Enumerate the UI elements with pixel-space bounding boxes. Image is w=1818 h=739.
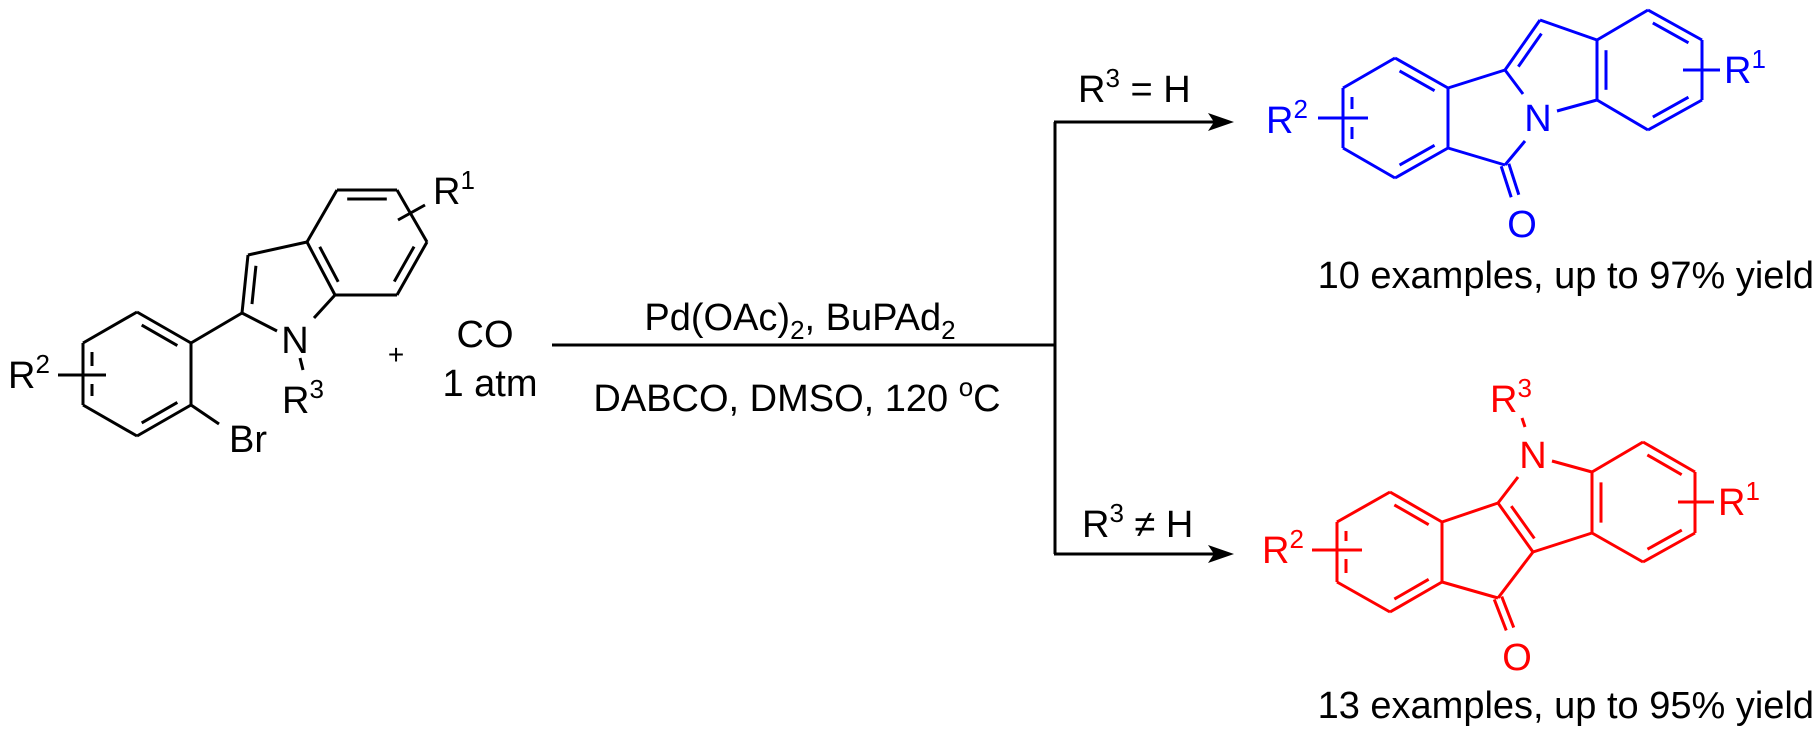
bond — [1596, 8, 1649, 42]
bond — [190, 311, 243, 345]
bond — [240, 254, 250, 314]
double-bond-inner-line — [1510, 505, 1536, 540]
double-bond-inner-line — [1393, 503, 1430, 526]
reactant-r1-label: R1 — [433, 165, 475, 213]
bond — [82, 310, 138, 345]
bond — [1394, 146, 1449, 180]
double-bond-inner-line — [250, 265, 258, 305]
bond — [1342, 56, 1396, 90]
product-bottom-r1-label: R1 — [1718, 476, 1760, 524]
c-n-bond — [1503, 69, 1525, 95]
bond — [1496, 551, 1535, 599]
product-indoloisoindolone: R2 N O R1 — [1266, 44, 1766, 246]
reactant-r3-label: R3 — [282, 374, 324, 422]
bond — [395, 189, 429, 243]
bond — [305, 241, 337, 296]
bond — [247, 240, 308, 257]
reactant-n-label: N — [281, 320, 308, 362]
carbonyl-bond — [1507, 163, 1521, 196]
bond — [1647, 8, 1703, 42]
bond — [1441, 580, 1499, 600]
bond — [1342, 146, 1396, 180]
product-bottom-o-label: O — [1502, 637, 1532, 679]
double-bond-inner-line — [1646, 453, 1683, 476]
bond — [136, 310, 192, 345]
double-bond-inner-line — [140, 401, 179, 425]
bond — [1647, 98, 1703, 132]
bond — [1496, 502, 1535, 553]
double-bond-inner-line — [140, 323, 179, 347]
branch-bottom-label: R3 ≠ H — [1082, 498, 1193, 546]
product-indenoindolone: R2 R3 N O R1 — [1262, 373, 1760, 679]
bond — [1596, 98, 1649, 132]
n-c-bond — [1551, 459, 1593, 474]
co-pressure: 1 atm — [442, 363, 537, 405]
r1-bond — [397, 203, 426, 222]
branch-top-label: R3 = H — [1078, 63, 1191, 111]
co-reagent: CO — [457, 314, 514, 356]
bond — [1441, 501, 1499, 524]
c-n-bond — [1496, 476, 1520, 504]
double-bond-inner-line — [1393, 578, 1430, 601]
bond — [1591, 440, 1644, 474]
bond — [136, 403, 192, 438]
bond — [1389, 580, 1443, 614]
bond — [1389, 490, 1443, 524]
product-top-o-label: O — [1507, 204, 1537, 246]
c-n-bond — [1556, 98, 1598, 113]
product-top-r1-label: R1 — [1724, 44, 1766, 92]
bond — [1447, 68, 1506, 90]
double-bond-inner-line — [1652, 21, 1690, 45]
n-r3-bond — [298, 357, 305, 371]
double-bond-inner-line — [1398, 143, 1436, 167]
product-bottom-r3-label: R3 — [1490, 373, 1532, 421]
n-c-bond — [1503, 140, 1527, 166]
bond — [1336, 580, 1391, 614]
double-bond-inner-line — [1652, 95, 1690, 119]
bond — [82, 403, 138, 438]
product-bottom-r2-label: R2 — [1262, 524, 1304, 572]
arrowhead-top — [1208, 113, 1234, 131]
bond — [1503, 19, 1542, 71]
product-bottom-n-label: N — [1519, 435, 1546, 477]
bond — [305, 189, 339, 243]
c-n-bond — [241, 311, 278, 333]
bond — [1532, 531, 1593, 554]
bond — [1394, 56, 1449, 90]
carbonyl-bond — [1499, 165, 1513, 198]
bond — [1642, 440, 1696, 474]
double-bond-inner-line — [392, 245, 416, 283]
carbonyl-bond — [1500, 596, 1516, 629]
product-top-summary: 10 examples, up to 97% yield — [1318, 255, 1814, 297]
bond-layer — [58, 8, 1720, 631]
conditions-catalyst: Pd(OAc)2, BuPAd2 — [644, 297, 955, 345]
bond — [1336, 490, 1391, 524]
product-bottom-summary: 13 examples, up to 95% yield — [1318, 685, 1814, 727]
arrowhead-bottom — [1208, 545, 1234, 563]
product-top-n-label: N — [1524, 98, 1551, 140]
carbonyl-bond — [1492, 598, 1508, 631]
bond — [1642, 531, 1696, 564]
double-bond-inner-line — [1398, 69, 1436, 93]
reactant-br-label: Br — [229, 419, 267, 461]
conditions-base-solvent-temp: DABCO, DMSO, 120 oC — [593, 372, 1000, 420]
c-br-bond — [190, 403, 220, 426]
bond — [1539, 18, 1598, 42]
double-bond-inner-line — [318, 246, 340, 283]
n-r3-bond — [1520, 417, 1527, 428]
double-bond-inner-line — [1517, 32, 1543, 68]
double-bond-inner-line — [1646, 528, 1683, 551]
bond — [395, 241, 429, 296]
c-n-bond — [312, 293, 337, 320]
bond — [1447, 146, 1506, 167]
product-top-r2-label: R2 — [1266, 94, 1308, 142]
plus-sign: + — [388, 339, 404, 370]
bond — [1591, 531, 1644, 564]
reactant-2-aryl-indole: R2 Br N R3 R1 — [8, 165, 475, 461]
reactant-r2-label: R2 — [8, 349, 50, 397]
